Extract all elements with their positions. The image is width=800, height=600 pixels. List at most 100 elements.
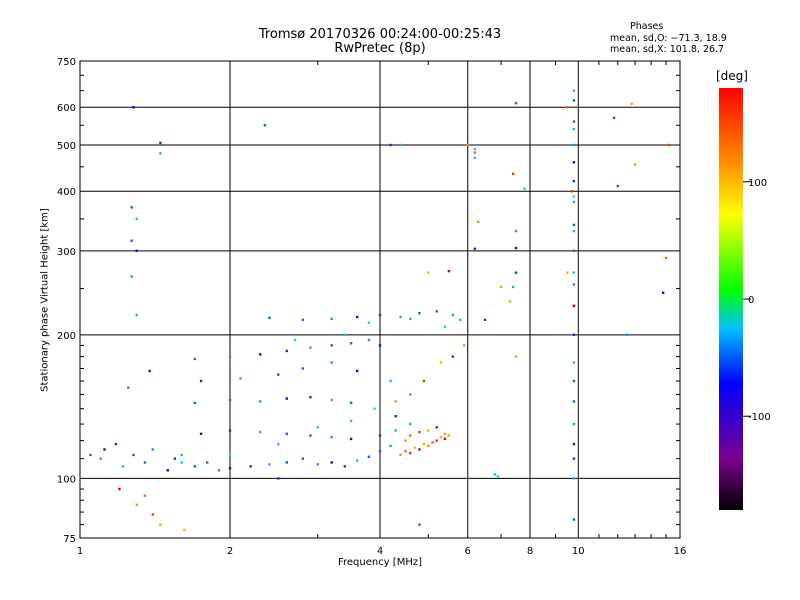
echo-point: [367, 321, 371, 324]
echo-point: [159, 141, 162, 145]
echo-point: [514, 271, 518, 274]
echo-point: [99, 457, 102, 460]
echo-point: [413, 446, 417, 449]
x-tick-label: 1: [77, 546, 83, 557]
echo-point: [514, 101, 518, 105]
echo-point: [439, 361, 443, 364]
echo-point: [183, 528, 186, 532]
echo-point: [268, 316, 271, 320]
echo-point: [127, 386, 130, 389]
y-tick-label: 100: [57, 474, 76, 485]
x-tick-label: 8: [527, 546, 533, 557]
echo-point: [565, 271, 569, 274]
echo-point: [435, 426, 438, 429]
echo-point: [422, 442, 426, 446]
echo-point: [409, 393, 412, 396]
echo-point: [277, 477, 280, 480]
echo-point: [427, 429, 430, 432]
echo-point: [418, 523, 421, 526]
echo-point: [180, 453, 183, 457]
echo-point: [330, 436, 333, 439]
echo-point: [259, 430, 262, 434]
echo-point: [625, 333, 628, 337]
echo-point: [199, 379, 203, 383]
echo-point: [511, 285, 515, 289]
echo-point: [630, 102, 633, 106]
echo-point: [285, 432, 288, 436]
x-axis-label: Frequency [MHz]: [337, 557, 423, 568]
echo-point: [193, 401, 197, 405]
echo-point: [493, 473, 497, 476]
echo-point: [301, 318, 305, 322]
echo-point: [399, 315, 402, 319]
echo-point: [667, 143, 671, 147]
echo-point: [316, 463, 319, 466]
axis-ticks: 1 2 4 6 8 10 16 75 100 200 300 400 500 600 750: [57, 57, 686, 557]
echo-point: [103, 448, 106, 451]
colorbar: [719, 88, 743, 510]
echo-point: [193, 465, 197, 468]
y-axis-label: Stationary phase Virtual Height [km]: [39, 208, 51, 392]
echo-point: [439, 436, 443, 439]
echo-point: [343, 465, 347, 468]
echo-point: [367, 455, 371, 458]
x-tick-label: 6: [465, 546, 471, 557]
echo-point: [572, 457, 576, 460]
echo-point: [418, 430, 421, 434]
echo-point: [514, 229, 518, 233]
phases-x-mode: mean, sd,X: 101.8, 26.7: [610, 44, 725, 55]
echo-point: [259, 400, 262, 403]
echo-point: [511, 172, 515, 176]
y-tick-label: 500: [57, 141, 76, 152]
echo-point: [447, 434, 451, 437]
echo-point: [473, 247, 477, 250]
echo-point: [263, 124, 267, 127]
echo-point: [301, 457, 305, 460]
echo-point: [514, 355, 518, 358]
echo-point: [249, 465, 252, 468]
echo-point: [349, 419, 353, 423]
echo-point: [394, 415, 397, 418]
echo-point: [664, 256, 668, 260]
echo-point: [399, 453, 402, 457]
echo-point: [159, 523, 162, 526]
echo-point: [409, 317, 412, 321]
echo-point: [166, 469, 169, 472]
echo-point: [355, 315, 359, 319]
echo-point: [514, 246, 518, 250]
echo-point: [135, 249, 138, 253]
echo-point: [285, 461, 288, 464]
echo-point: [572, 127, 576, 131]
echo-point: [330, 317, 333, 321]
echo-point: [431, 441, 434, 444]
x-tick-label: 10: [572, 546, 585, 557]
echo-point: [239, 377, 242, 380]
echo-point: [130, 239, 133, 242]
echo-point: [143, 494, 147, 497]
echo-point: [435, 310, 438, 313]
echo-point: [443, 437, 447, 441]
echo-point: [508, 300, 512, 303]
echo-point: [135, 217, 138, 221]
echo-point: [301, 367, 305, 370]
phases-heading: Phases: [630, 21, 664, 32]
echo-point: [118, 487, 121, 491]
echo-point: [570, 190, 573, 193]
colorbar-tick-label: -100: [748, 412, 771, 423]
echo-point: [409, 422, 412, 426]
echo-point: [309, 434, 312, 437]
echo-point: [418, 448, 421, 451]
echo-points: [89, 89, 671, 532]
echo-point: [389, 143, 392, 147]
echo-point: [173, 457, 177, 460]
echo-point: [394, 429, 397, 432]
plot-frame: [79, 60, 681, 539]
echo-point: [572, 283, 576, 286]
chart-title: Tromsø 20170326 00:24:00-00:25:43: [258, 27, 502, 42]
echo-point: [228, 467, 232, 470]
echo-point: [293, 338, 297, 342]
echo-point: [572, 400, 576, 403]
echo-point: [462, 344, 466, 347]
echo-point: [477, 220, 480, 224]
echo-point: [633, 163, 637, 166]
